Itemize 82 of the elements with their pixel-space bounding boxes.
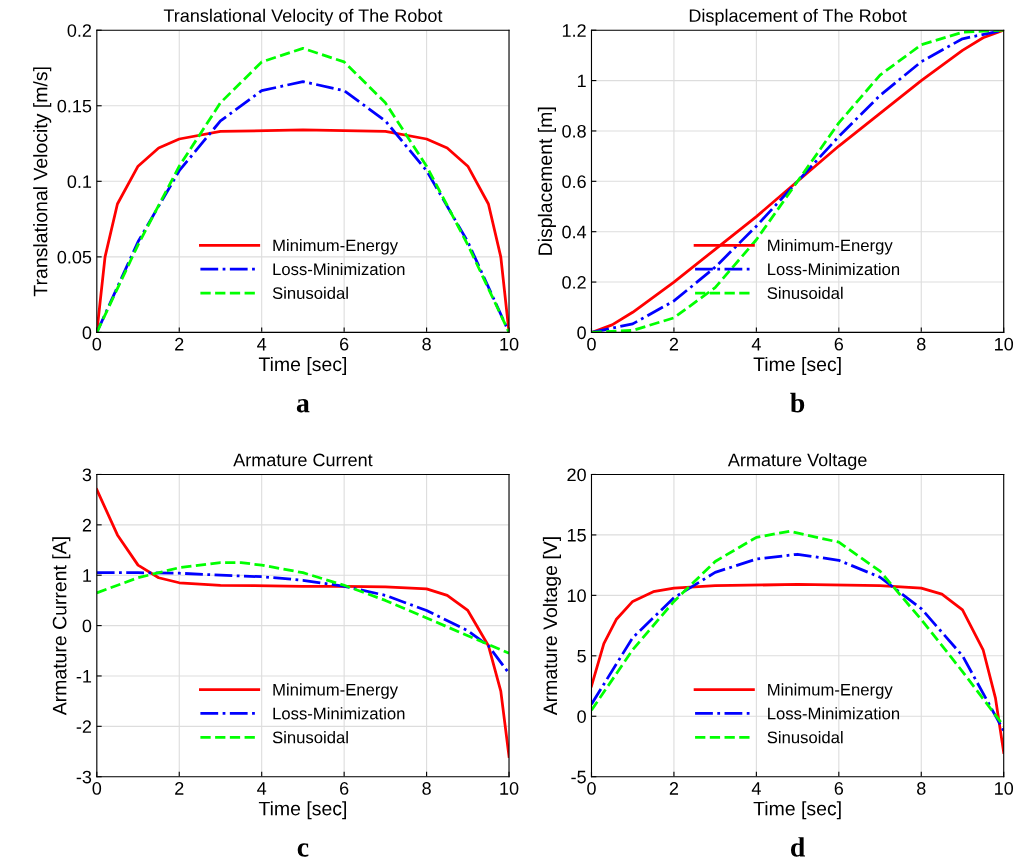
y-tick-label: 0 xyxy=(577,710,586,723)
y-axis-title: Translational Velocity [m/s] xyxy=(33,67,52,297)
line-series xyxy=(96,561,510,655)
x-tick-label: 10 xyxy=(995,337,1014,351)
x-tick-label: 10 xyxy=(995,782,1014,795)
x-tick-label: 4 xyxy=(257,782,267,795)
y-tick-label: 0.2 xyxy=(67,24,92,37)
legend-label: Sinusoidal xyxy=(767,731,843,744)
chart-title: Armature Current xyxy=(233,453,373,467)
y-tick-label: -3 xyxy=(76,770,92,784)
y-axis-title: Armature Current [A] xyxy=(52,537,71,716)
legend-label: Loss-Minimization xyxy=(273,262,405,276)
y-tick-label: 3 xyxy=(82,468,92,482)
y-tick-label: 20 xyxy=(567,468,586,482)
legend-label: Loss-Minimization xyxy=(768,707,900,720)
line-series xyxy=(96,488,510,758)
x-tick-label: 0 xyxy=(587,337,596,351)
y-tick-label: 10 xyxy=(567,589,586,603)
x-tick-label: 2 xyxy=(175,337,184,351)
y-tick-label: 0 xyxy=(82,326,92,340)
text: b xyxy=(790,392,805,413)
y-tick-label: -1 xyxy=(76,670,92,683)
y-tick-label: 0.15 xyxy=(57,99,92,113)
x-tick-label: 0 xyxy=(92,782,102,795)
legend-label: Minimum-Energy xyxy=(768,239,893,255)
y-tick-label: 1 xyxy=(83,569,92,582)
x-tick-label: 0 xyxy=(92,337,102,351)
y-tick-label: -5 xyxy=(571,770,586,784)
x-tick-label: 6 xyxy=(340,337,349,351)
x-axis-title: Time [sec] xyxy=(753,801,841,820)
x-tick-label: 4 xyxy=(751,337,761,351)
y-tick-label: 0 xyxy=(82,619,92,633)
y-tick-label: 0.4 xyxy=(562,225,587,239)
x-tick-label: 2 xyxy=(669,782,679,795)
x-tick-label: 6 xyxy=(340,782,349,795)
x-tick-label: 8 xyxy=(422,782,431,795)
line-series xyxy=(591,583,1004,754)
x-tick-label: 6 xyxy=(834,782,844,795)
y-tick-label: 0 xyxy=(577,326,586,340)
y-tick-label: 0.05 xyxy=(57,250,92,264)
x-tick-label: 2 xyxy=(669,337,679,351)
x-axis-title: Time [sec] xyxy=(258,801,347,820)
x-tick-label: 8 xyxy=(917,337,926,351)
line-series xyxy=(96,571,510,675)
legend-label: Sinusoidal xyxy=(767,286,843,300)
y-tick-label: 15 xyxy=(567,529,586,542)
y-tick-label: 2 xyxy=(82,518,92,532)
y-tick-label: 0.8 xyxy=(562,124,586,138)
chart-title: Translational Velocity of The Robot xyxy=(163,8,443,26)
line-series xyxy=(591,30,1004,333)
legend-label: Sinusoidal xyxy=(272,286,348,300)
x-tick-label: 2 xyxy=(175,782,184,795)
x-tick-label: 6 xyxy=(834,337,844,351)
x-tick-label: 10 xyxy=(500,782,519,795)
y-tick-label: 0.6 xyxy=(562,175,586,189)
legend-label: Minimum-Energy xyxy=(273,683,398,699)
y-tick-label: 1.2 xyxy=(562,24,586,37)
chart-title: Armature Voltage xyxy=(727,453,867,470)
legend-label: Sinusoidal xyxy=(272,731,348,744)
x-axis-title: Time [sec] xyxy=(258,356,347,376)
x-tick-label: 10 xyxy=(500,337,519,351)
chart-title: Displacement of The Robot xyxy=(689,8,907,26)
y-tick-label: -2 xyxy=(76,720,92,733)
y-tick-label: 0.2 xyxy=(562,275,586,289)
legend-label: Loss-Minimization xyxy=(768,262,900,276)
y-tick-label: 1 xyxy=(577,74,586,88)
text: c xyxy=(297,843,309,857)
y-axis-title: Armature Voltage [V] xyxy=(542,537,561,716)
y-tick-label: 5 xyxy=(577,649,586,663)
x-tick-label: 8 xyxy=(917,782,926,795)
x-tick-label: 4 xyxy=(257,337,267,351)
x-tick-label: 0 xyxy=(587,782,596,795)
x-tick-label: 4 xyxy=(751,782,761,795)
y-axis-title: Displacement [m] xyxy=(537,107,556,255)
x-tick-label: 8 xyxy=(422,337,431,351)
text: a xyxy=(296,399,310,413)
text: d xyxy=(791,837,806,857)
legend-label: Loss-Minimization xyxy=(273,707,405,720)
y-tick-label: 0.1 xyxy=(67,175,92,189)
x-axis-title: Time [sec] xyxy=(753,356,841,376)
legend-label: Minimum-Energy xyxy=(273,239,398,255)
legend-label: Minimum-Energy xyxy=(768,683,893,699)
